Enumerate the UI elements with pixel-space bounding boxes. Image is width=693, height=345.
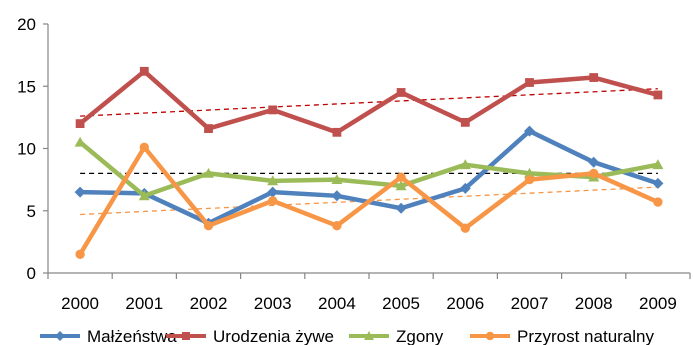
series-line [77,145,661,257]
data-point [267,175,279,186]
legend-marker [485,331,495,341]
data-point [589,73,599,82]
y-tick-label: 0 [27,264,36,283]
data-point [589,168,599,179]
x-tick-label: 2000 [61,294,99,313]
data-point [204,124,213,133]
x-tick-label: 2006 [446,294,484,313]
x-tick-label: 2008 [575,294,613,313]
data-point [396,88,406,97]
trendline [80,88,658,117]
data-point [75,249,85,259]
data-point [588,156,600,168]
series-line [77,69,661,135]
data-point [138,190,150,201]
x-tick-label: 2009 [639,294,677,313]
data-point [524,174,535,185]
x-axis-ticks: 2000 2001 2002 2003 2004 2005 2006 2007 2008 2009 [47,273,691,313]
legend-marker [364,331,374,340]
x-tick-label: 2005 [382,294,420,313]
series-1 [75,66,663,137]
legend-marker [55,331,65,341]
legend: Małżeństwa Urodzenia żywe Zgony Przyrost na… [40,327,654,345]
legend-label: Małżeństwa [87,327,177,345]
data-point [332,127,342,137]
y-tick-label: 5 [27,202,36,221]
data-point [331,190,343,202]
x-tick-label: 2003 [254,294,292,313]
x-tick-label: 2002 [190,294,228,313]
data-point [524,167,535,178]
data-point [75,119,85,128]
y-tick-label: 10 [17,140,36,159]
x-tick-label: 2001 [125,294,163,313]
data-point [203,221,214,231]
legend-label: Urodzenia żywe [213,327,334,345]
data-point [268,196,278,206]
data-point [139,66,149,76]
x-tick-label: 2004 [318,294,356,313]
data-point [74,186,86,198]
legend-label: Przyrost naturalny [517,327,654,345]
data-series [74,66,664,259]
data-point [459,159,471,170]
data-point [525,78,534,87]
legend-item: Przyrost naturalny [470,327,654,345]
series-3 [75,142,663,259]
data-point [267,186,279,198]
data-point [332,221,342,231]
y-tick-label: 20 [17,15,36,34]
data-point [652,159,664,170]
data-point [268,105,278,115]
legend-item: Małżeństwa [40,327,177,345]
legend-label: Zgony [396,327,444,345]
legend-item: Zgony [349,327,444,345]
data-point [139,142,149,152]
data-point [653,197,663,207]
data-point [395,202,407,214]
data-point [74,136,86,147]
data-point [460,223,470,233]
data-point [331,174,343,185]
data-point [652,177,664,189]
legend-item: Urodzenia żywe [166,327,334,345]
legend-marker [182,332,190,340]
y-tick-label: 15 [17,77,36,96]
y-axis-ticks: 0 5 10 15 20 [17,15,48,283]
data-point [460,117,470,127]
x-tick-label: 2007 [511,294,549,313]
data-point [459,182,471,194]
data-point [395,180,407,191]
data-point [396,172,406,182]
data-point [653,90,663,100]
data-point [524,125,535,137]
data-point [203,167,214,178]
